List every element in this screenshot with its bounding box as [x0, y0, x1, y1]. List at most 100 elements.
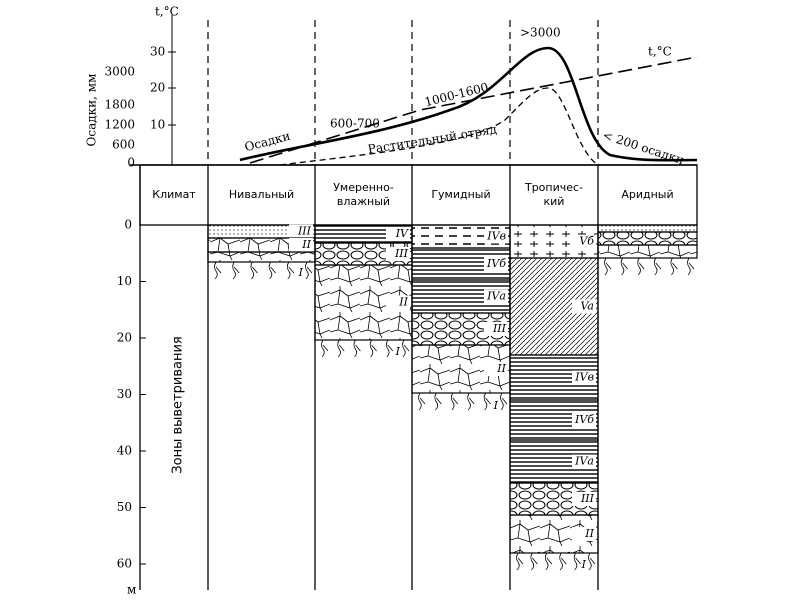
zone-label: I [493, 399, 499, 412]
zone-label: II [301, 238, 311, 251]
root [353, 339, 361, 358]
vegetation-curve [279, 87, 599, 166]
label-bg [572, 527, 596, 541]
root [321, 339, 329, 358]
label-bg [572, 299, 596, 314]
precipitation-tick: 1200 [104, 118, 135, 132]
zone-label: IVб [574, 413, 594, 426]
precipitation-tick: 600 [112, 138, 135, 152]
root [544, 552, 553, 571]
curve-label: t,°C [648, 45, 672, 59]
root [588, 552, 596, 571]
zone-label: IVа [574, 455, 594, 468]
zone-label: IVа [486, 290, 506, 303]
precipitation-tick: 3000 [104, 65, 135, 79]
zone-label: Va [581, 300, 595, 313]
label-bg [572, 370, 596, 385]
root [385, 339, 394, 358]
weathering-layer [509, 514, 599, 554]
precipitation-label: Осадки, мм [85, 74, 99, 147]
label-bg [572, 454, 596, 469]
depth-tick: 50 [117, 500, 132, 514]
root [530, 552, 538, 571]
root [467, 392, 475, 411]
column-header: кий [544, 195, 565, 208]
root [559, 552, 567, 571]
zone-label: I [395, 345, 401, 358]
label-bg [484, 229, 508, 244]
temperature-tick: 20 [150, 81, 165, 95]
root [369, 339, 377, 358]
depth-tick: 20 [117, 331, 132, 345]
depth-tick: 40 [117, 444, 132, 458]
root [516, 552, 524, 571]
root [402, 339, 410, 358]
root [653, 257, 662, 276]
weathering-layer [597, 231, 698, 246]
column-header: Гумидный [431, 188, 490, 201]
root [268, 261, 276, 280]
curve-label: >3000 [520, 26, 561, 40]
column-header: Климат [152, 188, 196, 201]
curve-label: < 200 осадки [601, 128, 686, 167]
zone-label: II [584, 527, 594, 540]
label-bg [484, 289, 508, 304]
column-header: Нивальный [229, 188, 294, 201]
root [687, 257, 695, 276]
zone-label: I [298, 266, 304, 279]
precipitation-tick: 0 [127, 156, 135, 170]
root [620, 257, 628, 276]
label-bg [386, 227, 410, 241]
zone-label: III [394, 247, 409, 260]
root [500, 392, 508, 411]
column-header: Умеренно- [333, 181, 394, 194]
weathering-layer [597, 224, 698, 233]
root [337, 339, 345, 358]
label-bg [572, 492, 596, 506]
root [418, 392, 426, 411]
label-bg [572, 413, 596, 427]
label-bg [484, 322, 508, 336]
climate-chart: t,°C Осадки, мм Осадки 600-700 1000-1600… [85, 5, 698, 167]
temperature-label: t,°C [155, 5, 179, 19]
root [250, 261, 258, 280]
temperature-tick: 30 [150, 45, 165, 59]
zone-label: I [581, 558, 587, 571]
zone-label: IVв [486, 230, 506, 243]
root [305, 261, 313, 280]
curve-label: 600-700 [330, 117, 380, 131]
label-bg [289, 224, 313, 239]
zone-label: III [492, 322, 507, 335]
root [637, 257, 645, 276]
zone-label: IVв [574, 371, 594, 384]
zone-label: Vб [579, 235, 594, 248]
root [483, 392, 491, 411]
root [232, 261, 240, 280]
root [450, 392, 459, 411]
depth-unit: м [127, 583, 136, 597]
curve-label: 1000-1600 [423, 80, 490, 109]
label-bg [572, 234, 596, 249]
weathering-layer [597, 244, 698, 259]
zone-label: IV [395, 227, 409, 240]
precipitation-tick: 1800 [104, 98, 135, 112]
header-row [139, 164, 698, 226]
column-header: влажный [337, 195, 390, 208]
precipitation-curve [239, 46, 698, 162]
label-bg [484, 257, 508, 271]
row-label: Зоны выветривания [171, 336, 186, 473]
root [670, 257, 678, 276]
root [573, 552, 581, 571]
temperature-curve [249, 56, 698, 164]
weathering-layer [207, 251, 316, 263]
zone-label: III [297, 225, 312, 238]
column-header: Аридный [621, 188, 673, 201]
label-bg [484, 362, 508, 376]
root [434, 392, 442, 411]
temperature-tick: 10 [150, 118, 165, 132]
column-header: Тропичес- [524, 181, 583, 194]
label-bg [386, 295, 410, 310]
zone-label: II [496, 362, 506, 375]
depth-tick: 10 [117, 274, 132, 288]
